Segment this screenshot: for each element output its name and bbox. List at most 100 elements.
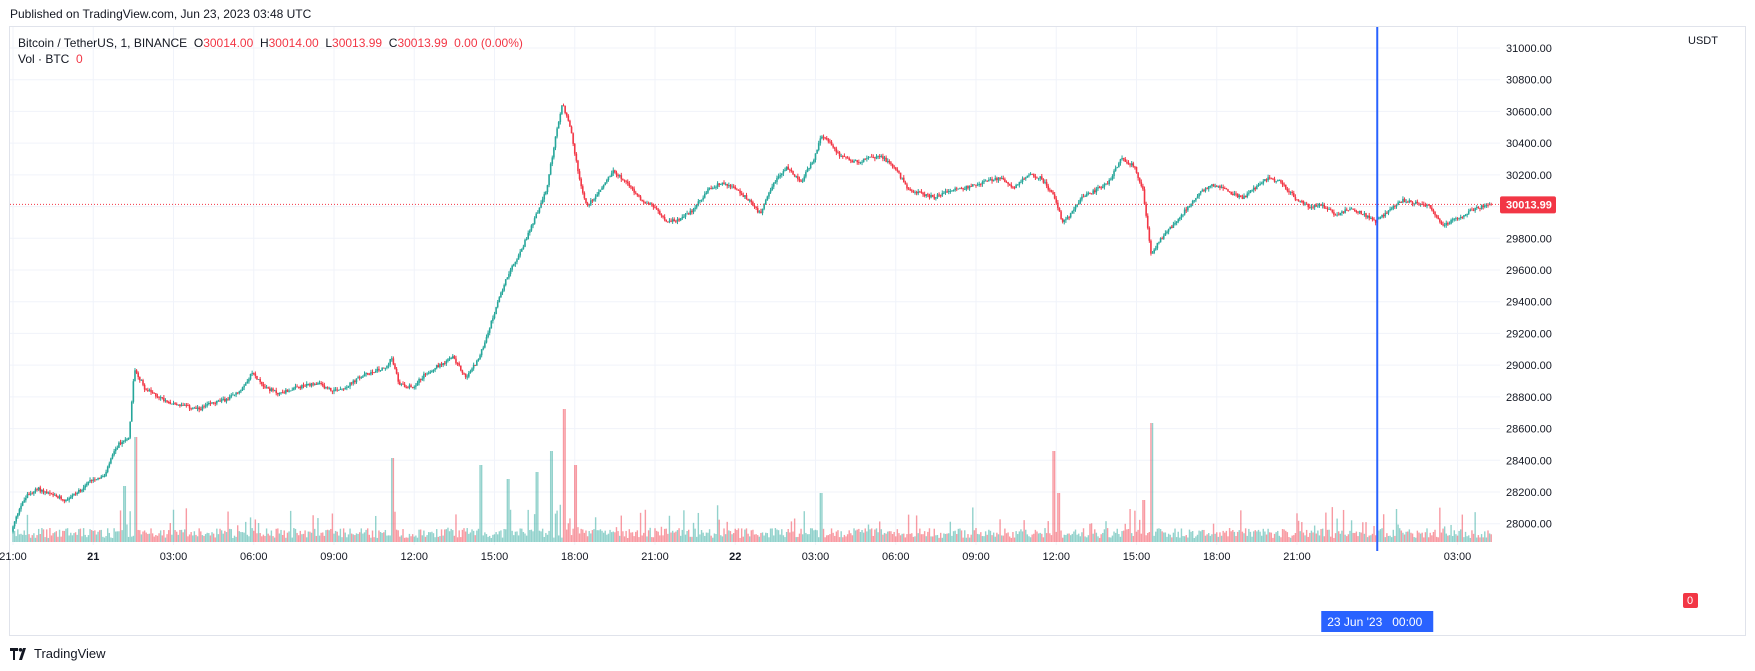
- volume-bar: [33, 533, 35, 542]
- candle-body: [1260, 183, 1263, 185]
- candle-body: [657, 209, 660, 212]
- volume-bar: [106, 528, 109, 542]
- candle-body: [443, 362, 446, 364]
- candle-body: [846, 157, 849, 159]
- volume-bar: [383, 532, 385, 542]
- time-tick-label: 21:00: [1283, 551, 1311, 563]
- volume-bar: [1442, 528, 1444, 542]
- volume-bar: [1485, 537, 1488, 542]
- symbol-label[interactable]: Bitcoin / TetherUS, 1, BINANCE: [18, 36, 188, 50]
- candle-body: [545, 192, 547, 195]
- candle-body: [320, 382, 322, 384]
- candle-body: [1188, 206, 1191, 208]
- candle-body: [127, 437, 130, 440]
- candle-body: [1448, 223, 1451, 225]
- volume-bar: [1244, 528, 1247, 542]
- candle-body: [753, 205, 756, 207]
- volume-bar: [705, 532, 708, 542]
- volume-bar: [1321, 528, 1324, 542]
- candle-body: [60, 496, 62, 500]
- volume-bar: [368, 534, 371, 542]
- candle-body: [740, 193, 743, 196]
- candle-body: [1360, 210, 1362, 214]
- candle-body: [1471, 209, 1473, 211]
- candle-body: [1389, 209, 1391, 211]
- chart-frame[interactable]: [9, 26, 1746, 636]
- candle-body: [1387, 210, 1390, 214]
- volume-bar: [1243, 533, 1245, 542]
- price-axis[interactable]: 28000.0028200.0028400.0028600.0028800.00…: [1506, 43, 1552, 531]
- volume-bar: [578, 533, 581, 542]
- volume-label[interactable]: Vol · BTC: [18, 52, 70, 66]
- candle-body: [716, 183, 719, 187]
- volume-bar: [781, 529, 783, 542]
- volume-bar: [602, 532, 605, 542]
- volume-bar: [1347, 534, 1350, 542]
- candle-body: [299, 387, 302, 389]
- volume-bar: [297, 535, 300, 542]
- volume-bar: [342, 528, 345, 542]
- volume-bar: [461, 529, 464, 542]
- candle-body: [800, 180, 802, 182]
- volume-bar: [883, 532, 886, 542]
- candle-body: [321, 383, 324, 386]
- candle-body: [1331, 210, 1334, 213]
- volume-bar: [1490, 534, 1492, 542]
- candle-body: [1479, 208, 1481, 209]
- time-tick-label: 18:00: [1203, 551, 1231, 563]
- candle-body: [119, 442, 122, 445]
- volume-bar: [769, 528, 772, 542]
- candle-body: [599, 189, 602, 192]
- candle-body: [561, 105, 563, 114]
- candle-body: [559, 113, 562, 123]
- volume-bar: [1200, 531, 1202, 542]
- tradingview-logo[interactable]: TradingView: [10, 646, 106, 661]
- legend-volume-row: Vol · BTC 0: [18, 51, 523, 67]
- volume-bar: [670, 532, 672, 542]
- candle-body: [182, 405, 184, 406]
- candle-body: [313, 384, 316, 385]
- candle-body: [660, 214, 663, 216]
- candle-body: [105, 471, 107, 477]
- candle-body: [1129, 164, 1131, 166]
- time-axis[interactable]: 21:00 21 03:00 06:00 09:00 12:00 15:00 18:00 21:…: [0, 551, 1471, 563]
- candle-body: [570, 126, 573, 134]
- volume-bar: [419, 529, 422, 542]
- volume-bar: [387, 535, 390, 542]
- candle-body: [254, 373, 257, 376]
- volume-bar: [176, 531, 178, 542]
- volume-bar: [673, 532, 675, 542]
- volume-bar: [127, 536, 130, 542]
- candle-body: [1013, 187, 1016, 189]
- candle-body: [151, 392, 154, 394]
- volume-bar: [62, 530, 64, 542]
- volume-bar: [1079, 536, 1082, 542]
- candle-body: [1138, 177, 1141, 183]
- candle-body: [554, 136, 557, 148]
- volume-bar: [899, 535, 902, 542]
- candle-body: [1342, 211, 1345, 213]
- volume-bar: [678, 528, 680, 542]
- volume-bar: [1073, 531, 1075, 542]
- volume-bar: [1458, 530, 1460, 542]
- volume-bar: [29, 537, 32, 542]
- volume-bar: [185, 508, 188, 542]
- volume-bar: [503, 528, 505, 542]
- candle-body: [203, 406, 205, 408]
- candle-body: [1180, 214, 1183, 218]
- volume-bar: [1188, 529, 1191, 542]
- candle-body: [668, 220, 671, 222]
- volume-bar: [1381, 528, 1383, 542]
- volume-bar: [649, 527, 651, 542]
- volume-bar: [559, 504, 562, 542]
- volume-bar: [347, 534, 350, 542]
- volume-bar: [192, 535, 194, 542]
- volume-bar: [330, 528, 332, 542]
- candle-body: [920, 191, 923, 193]
- volume-bar: [1280, 537, 1282, 542]
- candle-body: [737, 189, 740, 191]
- candle-body: [1469, 209, 1472, 212]
- candle-body: [419, 378, 422, 380]
- candle-body: [590, 200, 592, 205]
